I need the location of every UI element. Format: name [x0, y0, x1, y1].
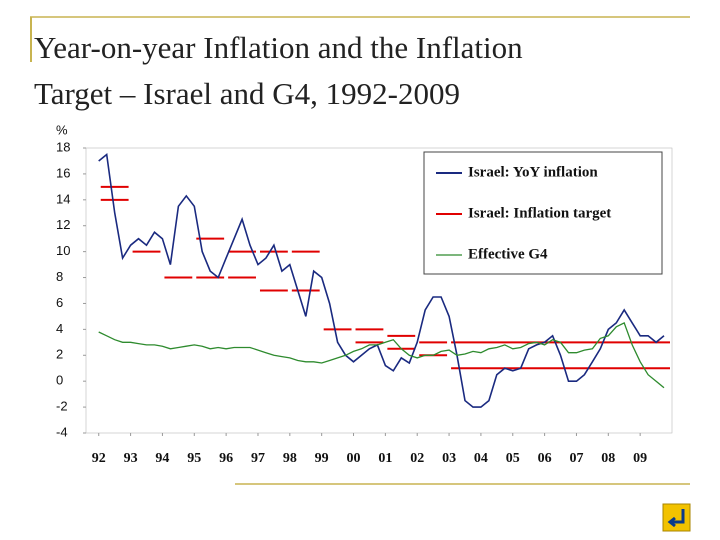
x-tick-label: 00 — [347, 451, 361, 466]
x-tick-label: 95 — [187, 451, 201, 466]
slide-title: Year-on-year Inflation and the Inflation — [34, 30, 523, 65]
slide-title: Target – Israel and G4, 1992-2009 — [34, 76, 460, 111]
legend-label: Israel: YoY inflation — [468, 164, 598, 180]
x-tick-label: 02 — [410, 451, 424, 466]
x-tick-label: 06 — [538, 451, 552, 466]
y-tick-label: 4 — [56, 321, 63, 336]
x-tick-label: 97 — [251, 451, 265, 466]
x-tick-label: 93 — [124, 451, 138, 466]
x-tick-label: 01 — [378, 451, 392, 466]
y-tick-label: 8 — [56, 269, 63, 284]
series-line — [98, 152, 665, 408]
x-tick-label: 96 — [219, 451, 233, 466]
y-tick-label: -4 — [56, 424, 68, 439]
x-tick-label: 05 — [506, 451, 520, 466]
x-tick-label: 03 — [442, 451, 456, 466]
y-unit: % — [56, 122, 68, 137]
button-face[interactable] — [662, 503, 691, 532]
legend-label: Effective G4 — [468, 246, 548, 262]
return-icon[interactable] — [667, 509, 685, 528]
y-tick-label: 12 — [56, 217, 70, 232]
return-button[interactable] — [662, 503, 691, 532]
plot-area — [85, 147, 673, 434]
y-tick-label: 14 — [56, 191, 70, 206]
x-tick-label: 04 — [474, 451, 488, 466]
legend-box — [423, 151, 663, 275]
x-tick-label: 08 — [601, 451, 615, 466]
y-tick-label: 18 — [56, 139, 70, 154]
y-tick-label: 16 — [56, 165, 70, 180]
y-tick-label: 0 — [56, 373, 63, 388]
y-tick-label: 2 — [56, 347, 63, 362]
x-tick-label: 92 — [92, 451, 106, 466]
legend-label: Israel: Inflation target — [468, 205, 611, 221]
y-tick-label: 6 — [56, 295, 63, 310]
x-tick-label: 98 — [283, 451, 297, 466]
y-tick-label: -2 — [56, 399, 68, 414]
y-tick-label: 10 — [56, 243, 70, 258]
x-tick-label: 09 — [633, 451, 647, 466]
x-tick-label: 99 — [315, 451, 329, 466]
x-tick-label: 94 — [155, 451, 169, 466]
series-line — [98, 321, 665, 389]
x-tick-label: 07 — [569, 451, 583, 466]
